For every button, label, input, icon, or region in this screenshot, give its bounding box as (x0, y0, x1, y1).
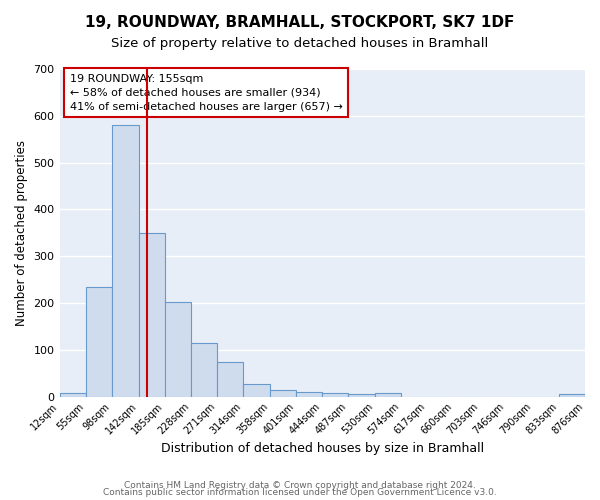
X-axis label: Distribution of detached houses by size in Bramhall: Distribution of detached houses by size … (161, 442, 484, 455)
Text: 19, ROUNDWAY, BRAMHALL, STOCKPORT, SK7 1DF: 19, ROUNDWAY, BRAMHALL, STOCKPORT, SK7 1… (85, 15, 515, 30)
Bar (243, 384, 270, 396)
Bar (59, 394, 86, 396)
Bar (191, 343, 217, 396)
Bar (86, 286, 112, 397)
Bar (374, 394, 401, 396)
Text: Size of property relative to detached houses in Bramhall: Size of property relative to detached ho… (112, 38, 488, 51)
Bar (165, 302, 191, 396)
Bar (349, 394, 374, 396)
Text: Contains public sector information licensed under the Open Government Licence v3: Contains public sector information licen… (103, 488, 497, 497)
Bar (112, 125, 139, 396)
Bar (217, 362, 243, 396)
Bar (270, 390, 296, 396)
Text: 19 ROUNDWAY: 155sqm
← 58% of detached houses are smaller (934)
41% of semi-detac: 19 ROUNDWAY: 155sqm ← 58% of detached ho… (70, 74, 343, 112)
Bar (139, 233, 165, 396)
Bar (296, 392, 322, 396)
Bar (559, 394, 585, 396)
Bar (322, 394, 349, 396)
Y-axis label: Number of detached properties: Number of detached properties (15, 140, 28, 326)
Text: Contains HM Land Registry data © Crown copyright and database right 2024.: Contains HM Land Registry data © Crown c… (124, 480, 476, 490)
